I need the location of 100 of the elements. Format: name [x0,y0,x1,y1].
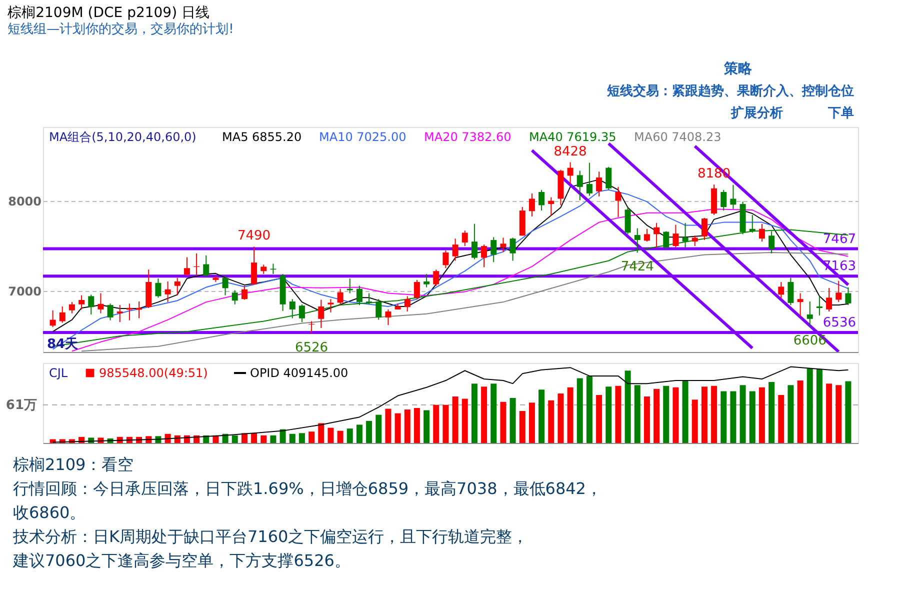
bar [586,376,592,443]
bar [576,378,583,443]
candlestick [308,320,315,334]
bar [462,398,468,443]
bar [654,388,660,443]
candlestick [78,294,85,310]
text: 行情回顾：今日承压回落，日下跌1.69%，日增仓6859，最高7038，最低6842， [13,479,602,498]
bar [414,408,420,443]
bar [490,384,497,443]
bar [481,386,488,443]
bar [260,435,267,443]
bar [385,408,392,443]
bar [442,404,449,443]
candlestick [826,287,832,312]
bar [596,395,602,443]
candlestick [318,299,324,329]
candlestick [260,264,267,274]
candlestick [337,288,344,306]
candlestick [701,217,708,241]
candlestick [462,230,468,246]
candlestick [164,280,171,303]
chart-subtitle: 短线组—计划你的交易，交易你的计划! [8,21,234,37]
candlestick [289,298,296,319]
candlestick [174,277,180,296]
candlestick [720,189,727,212]
bar [270,435,276,443]
candlestick [424,274,430,288]
candlestick [346,278,353,294]
candlestick [845,286,852,306]
bar [624,370,631,443]
ref-line-label: 6536 [822,316,856,331]
bar [826,384,832,443]
text: 收6860。 [13,503,86,522]
bar [692,400,698,443]
candlestick [59,306,66,324]
bar [548,400,554,443]
candlestick [672,224,679,248]
text: 策略 [723,61,753,77]
candlestick [433,269,440,286]
bar [740,385,746,443]
annotation: 6526 [294,340,328,356]
candlestick [88,294,94,315]
candlestick [510,237,516,262]
annotation: 8428 [554,144,587,160]
candlestick [654,222,660,248]
bar [672,387,679,443]
candlestick [356,285,362,306]
bar [510,398,516,443]
candlestick [98,292,104,314]
candlestick [596,171,602,197]
candlestick [548,196,554,216]
candlestick [414,279,420,300]
candlestick [328,298,334,313]
bar [606,386,612,443]
text: MA40 7619.35 [529,130,616,144]
candlestick [797,292,804,317]
text: 建议7060之下逢高参与空单，下方支撑6526。 [12,551,350,570]
bar [404,409,410,443]
bar [424,410,430,443]
bar [778,395,784,443]
bar [720,391,727,443]
candlestick [490,236,497,263]
text: 技术分析：日K周期处于缺口平台7160之下偏空运行，且下行轨道完整， [12,527,528,546]
bar [567,387,574,443]
bar [634,385,640,443]
bar [519,411,526,443]
bar [663,386,670,443]
candlestick [528,192,535,217]
bar [538,390,545,443]
bar [615,386,622,443]
candlestick [241,285,248,300]
candlestick [203,254,210,278]
bar [318,423,324,443]
bar [730,391,736,443]
candlestick [385,308,392,326]
legend-title: MA组合(5,10,20,40,60,0) [49,130,196,144]
bar [711,386,718,443]
candlestick [471,223,478,260]
bar [500,402,506,443]
bar [528,402,535,443]
bar [471,384,478,443]
chart-title: 棕榈2109M (DCE p2109) 日线 [8,5,210,21]
candlestick [576,170,583,201]
candlestick [788,277,794,306]
candlestick [107,303,114,321]
candlestick [586,162,592,196]
candlestick [50,310,56,328]
annotation: 6606 [793,333,826,348]
bar [298,433,305,443]
bar [394,413,401,443]
bar [289,434,296,443]
candlestick [232,290,238,305]
legend-label: OPID 409145.00 [250,366,348,380]
candlestick [836,280,842,303]
text: MA5 6855.20 [222,130,302,144]
annotation: 7490 [237,228,271,244]
text: MA60 7408.23 [634,130,722,144]
candlestick [376,298,382,320]
bar [328,428,334,443]
text: MA10 7025.00 [319,130,406,144]
